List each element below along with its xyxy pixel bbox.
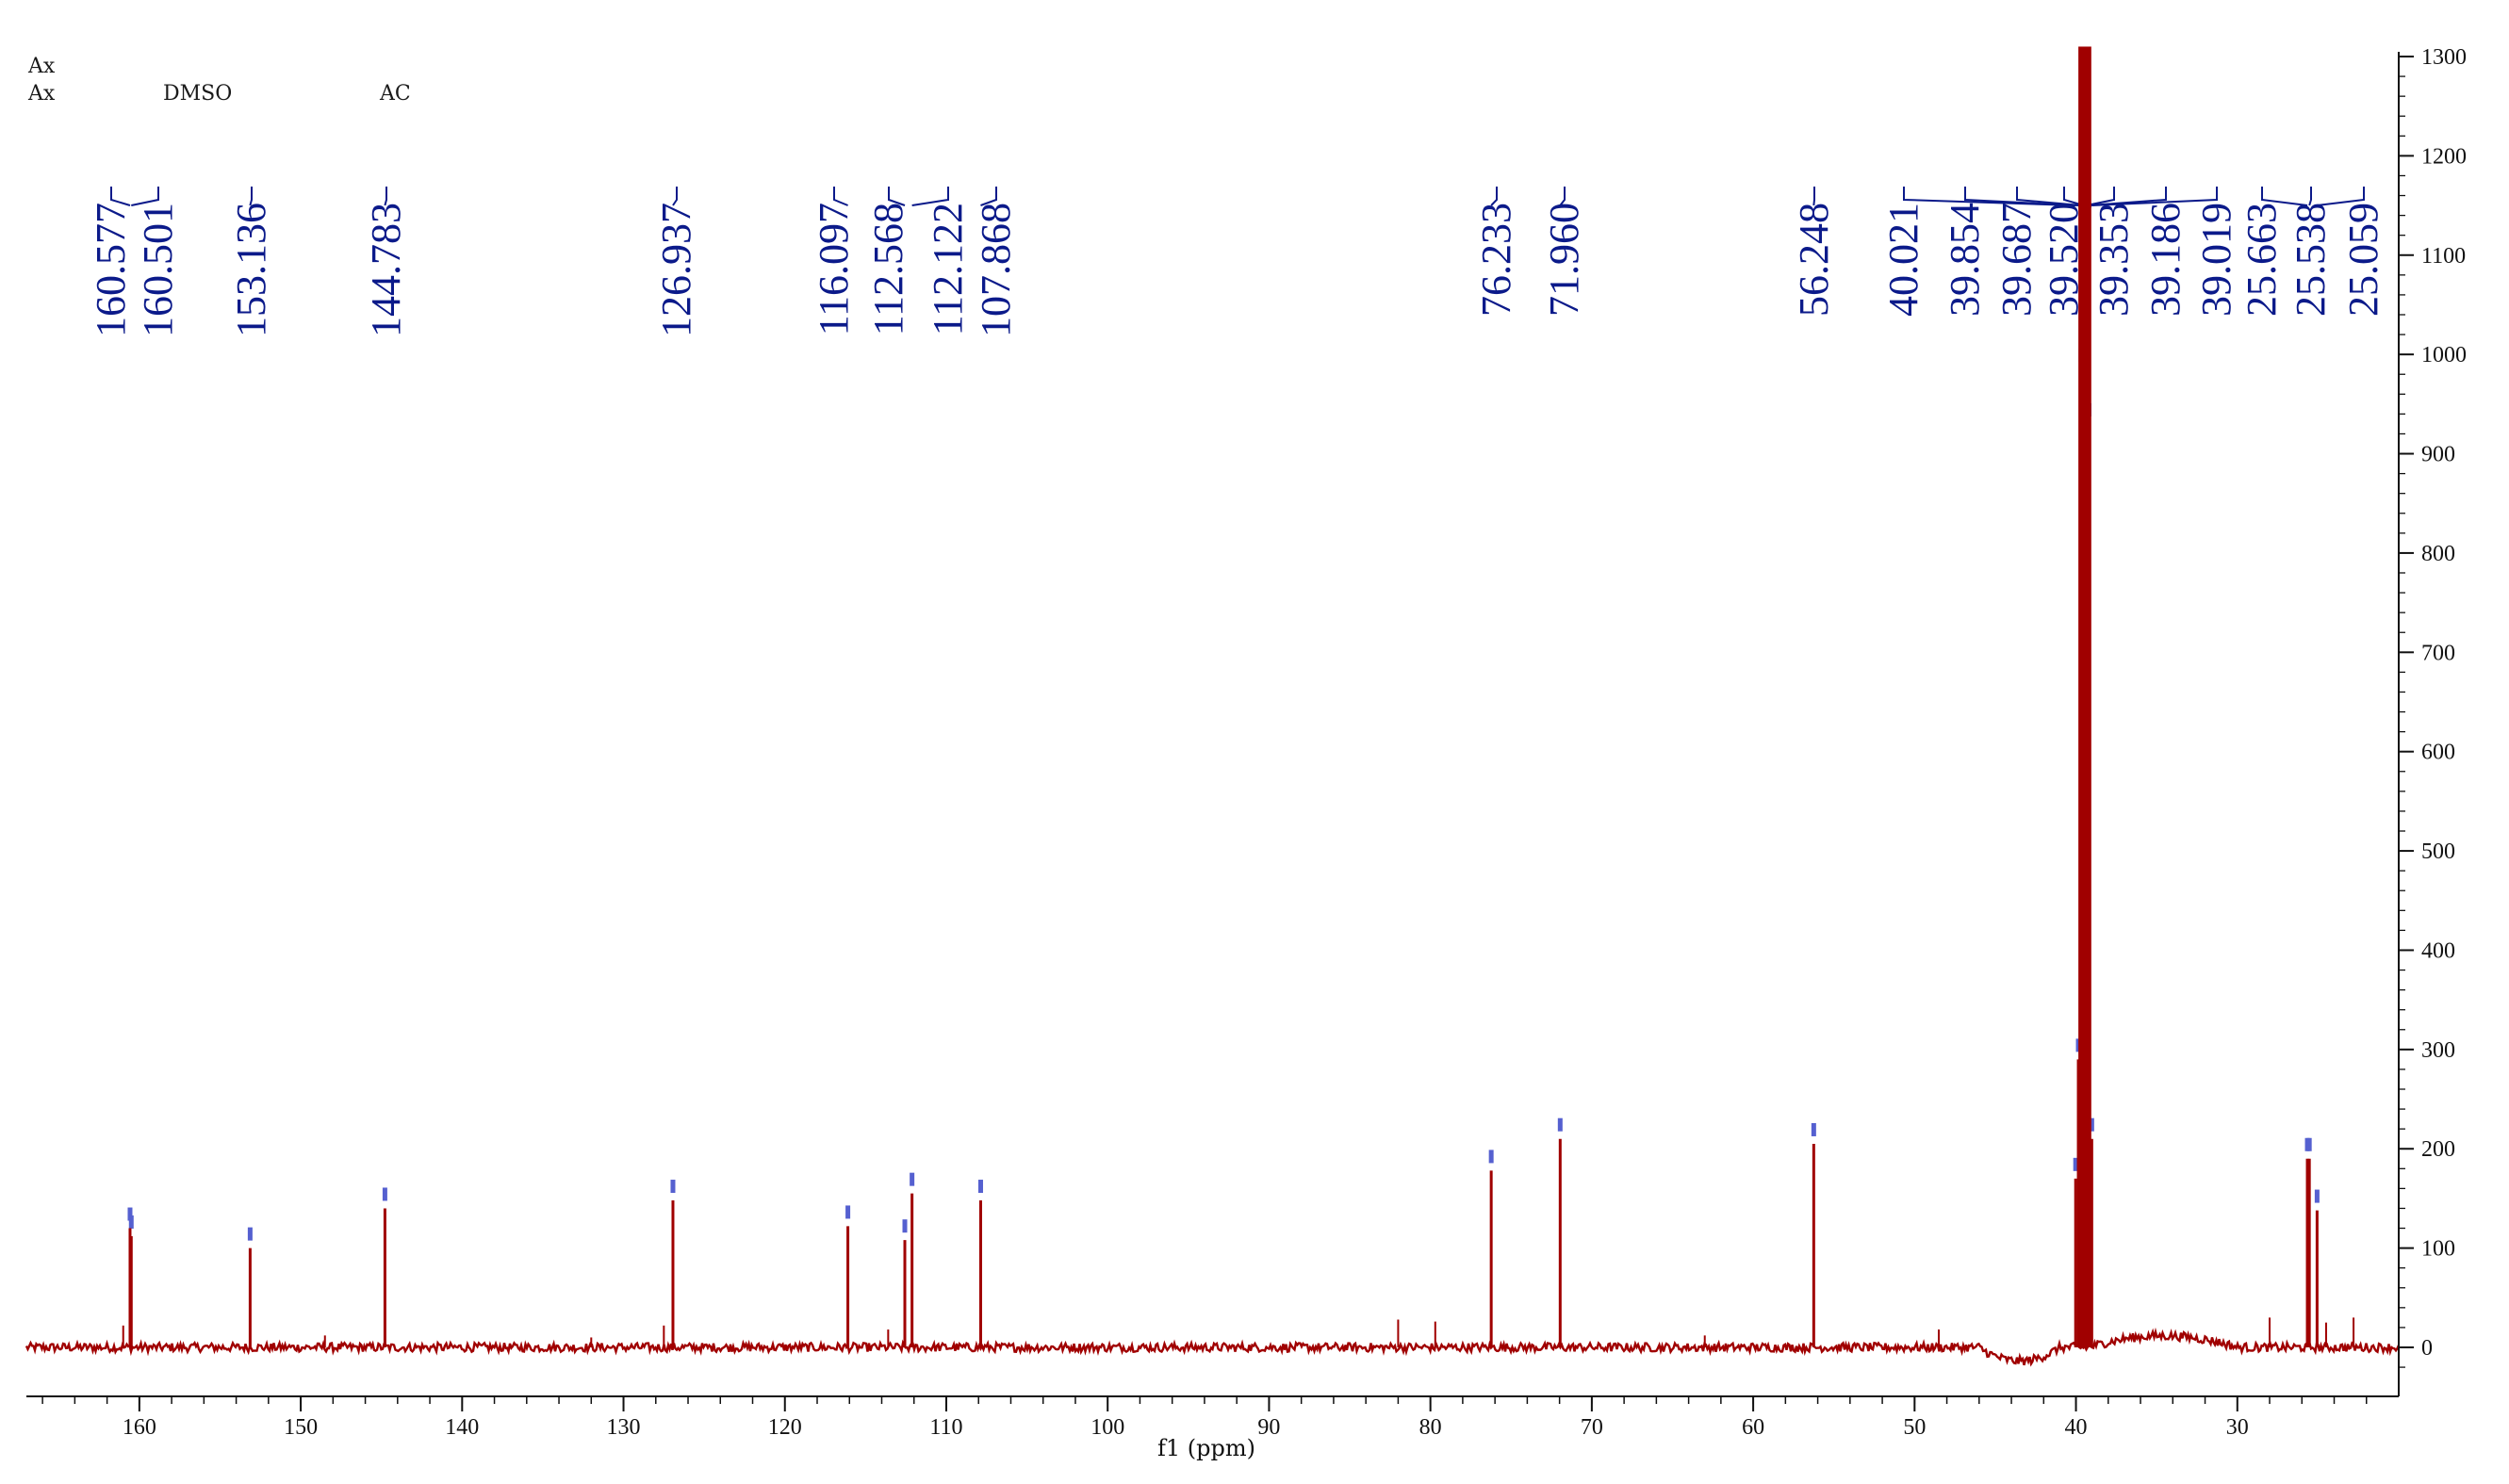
peak-label-leader bbox=[1490, 187, 1498, 206]
x-tick-label: 100 bbox=[1091, 1415, 1124, 1440]
peak-label: 160.501 bbox=[135, 203, 181, 337]
peak-label-leader bbox=[2261, 187, 2308, 206]
x-tick-label: 130 bbox=[607, 1415, 641, 1440]
peak-label: 39.854 bbox=[1942, 203, 1988, 317]
y-tick-label: 1100 bbox=[2421, 244, 2466, 269]
y-tick-label: 100 bbox=[2421, 1237, 2455, 1262]
peak-marker bbox=[2089, 1117, 2094, 1132]
x-tick-label: 110 bbox=[929, 1415, 962, 1440]
y-axis: 0 100 200 300 400 500 600 700 800 900 1000 1100 1200… bbox=[2398, 45, 2467, 1396]
peak-markers bbox=[127, 348, 2320, 1241]
peak-label: 25.059 bbox=[2340, 203, 2386, 317]
y-tick-label: 500 bbox=[2421, 840, 2455, 864]
peak-labels: 160.577 160.501 153.136 144.783 126.937 116.0… bbox=[88, 203, 2386, 337]
peak-label: 39.353 bbox=[2091, 203, 2137, 317]
x-tick-label: 40 bbox=[2065, 1415, 2088, 1440]
y-tick-label: 200 bbox=[2421, 1137, 2455, 1162]
peak-label-leader bbox=[2063, 187, 2085, 206]
peak-label: 25.663 bbox=[2238, 203, 2285, 317]
peak-label: 25.538 bbox=[2288, 203, 2334, 317]
peak-label-leader bbox=[1812, 187, 1815, 206]
spectrum-trace bbox=[25, 46, 2401, 1367]
peak-marker bbox=[910, 1172, 915, 1186]
peak-label: 144.783 bbox=[363, 203, 409, 337]
x-tick-label: 140 bbox=[445, 1415, 479, 1440]
peak-label-leader bbox=[249, 187, 253, 206]
peak-marker bbox=[382, 1187, 387, 1201]
y-tick-label: 0 bbox=[2421, 1336, 2433, 1361]
peak-marker bbox=[1488, 1150, 1494, 1164]
x-tick-label: 120 bbox=[768, 1415, 802, 1440]
x-tick-label: 70 bbox=[1581, 1415, 1603, 1440]
y-tick-label: 300 bbox=[2421, 1038, 2455, 1063]
peak-label-leader bbox=[131, 187, 159, 206]
peak-marker bbox=[670, 1180, 676, 1194]
peak-label: 39.687 bbox=[1993, 203, 2040, 317]
peak-marker bbox=[2306, 1137, 2312, 1151]
solvent-label-2: AC bbox=[379, 82, 411, 106]
y-tick-label: 700 bbox=[2421, 641, 2455, 665]
y-tick-label: 1000 bbox=[2421, 343, 2467, 367]
peak-label: 153.136 bbox=[228, 203, 274, 337]
x-tick-label: 150 bbox=[284, 1415, 318, 1440]
peak-label-leader bbox=[911, 187, 949, 206]
spectrum-baseline bbox=[25, 1327, 2401, 1367]
peak-marker bbox=[2075, 1038, 2081, 1052]
peak-label-leader bbox=[2086, 187, 2115, 206]
peak-label: 39.019 bbox=[2193, 203, 2239, 317]
x-tick-label: 80 bbox=[1419, 1415, 1442, 1440]
peak-label-leader bbox=[980, 187, 997, 206]
peak-label-leader bbox=[384, 187, 387, 206]
solvent-label: DMSO bbox=[163, 82, 232, 106]
peak-label-leader bbox=[2317, 187, 2365, 206]
peak-marker bbox=[845, 1205, 851, 1219]
peak-label: 112.122 bbox=[925, 203, 971, 335]
peak-label: 160.577 bbox=[88, 203, 134, 337]
y-tick-label: 1200 bbox=[2421, 144, 2467, 169]
y-tick-label: 400 bbox=[2421, 938, 2455, 963]
x-tick-label: 90 bbox=[1257, 1415, 1280, 1440]
peak-marker bbox=[128, 1215, 134, 1229]
peak-marker bbox=[902, 1219, 908, 1233]
peak-label-leader bbox=[888, 187, 906, 206]
peak-label: 71.960 bbox=[1541, 203, 1587, 317]
x-tick-label: 60 bbox=[1742, 1415, 1764, 1440]
axis-label-1: Ax bbox=[27, 55, 56, 78]
peak-label-leader bbox=[1903, 187, 2076, 206]
peak-marker bbox=[1811, 1122, 1816, 1136]
axis-label-2: Ax bbox=[27, 82, 56, 106]
peak-label-leader bbox=[672, 187, 678, 206]
x-tick-label: 30 bbox=[2226, 1415, 2249, 1440]
peak-label: 126.937 bbox=[653, 203, 699, 337]
peak-marker bbox=[1557, 1117, 1563, 1132]
peak-marker bbox=[977, 1180, 983, 1194]
x-tick-label: 50 bbox=[1903, 1415, 1926, 1440]
peak-label-leader bbox=[833, 187, 848, 206]
y-tick-label: 600 bbox=[2421, 741, 2455, 765]
peak-marker bbox=[2314, 1189, 2320, 1203]
peak-label-leader bbox=[1559, 187, 1566, 206]
peak-label: 56.248 bbox=[1791, 203, 1837, 317]
peak-label: 76.233 bbox=[1473, 203, 1519, 317]
y-tick-label: 800 bbox=[2421, 542, 2455, 566]
peak-label-leader bbox=[1964, 187, 2079, 206]
x-tick-label: 160 bbox=[123, 1415, 156, 1440]
y-tick-label: 900 bbox=[2421, 443, 2455, 467]
peak-marker bbox=[127, 1207, 133, 1221]
x-axis: 160 150 140 130 120 110 100 90 80 70 60 50 40 30 bbox=[26, 1395, 2399, 1440]
peak-label: 39.186 bbox=[2142, 203, 2189, 317]
peak-label-leader bbox=[2091, 187, 2218, 206]
peak-marker bbox=[2073, 1157, 2078, 1171]
x-axis-title: f1 (ppm) bbox=[1157, 1435, 1255, 1461]
peak-label: 112.568 bbox=[865, 203, 911, 335]
peak-label-leader bbox=[2308, 187, 2312, 206]
peak-label: 107.868 bbox=[973, 203, 1019, 337]
peak-label-leader bbox=[2016, 187, 2081, 206]
y-tick-label: 1300 bbox=[2421, 45, 2467, 70]
peak-marker bbox=[247, 1227, 253, 1241]
peak-label-leader bbox=[110, 187, 131, 206]
peak-label: 40.021 bbox=[1880, 203, 1927, 317]
peak-label: 116.097 bbox=[811, 203, 857, 335]
